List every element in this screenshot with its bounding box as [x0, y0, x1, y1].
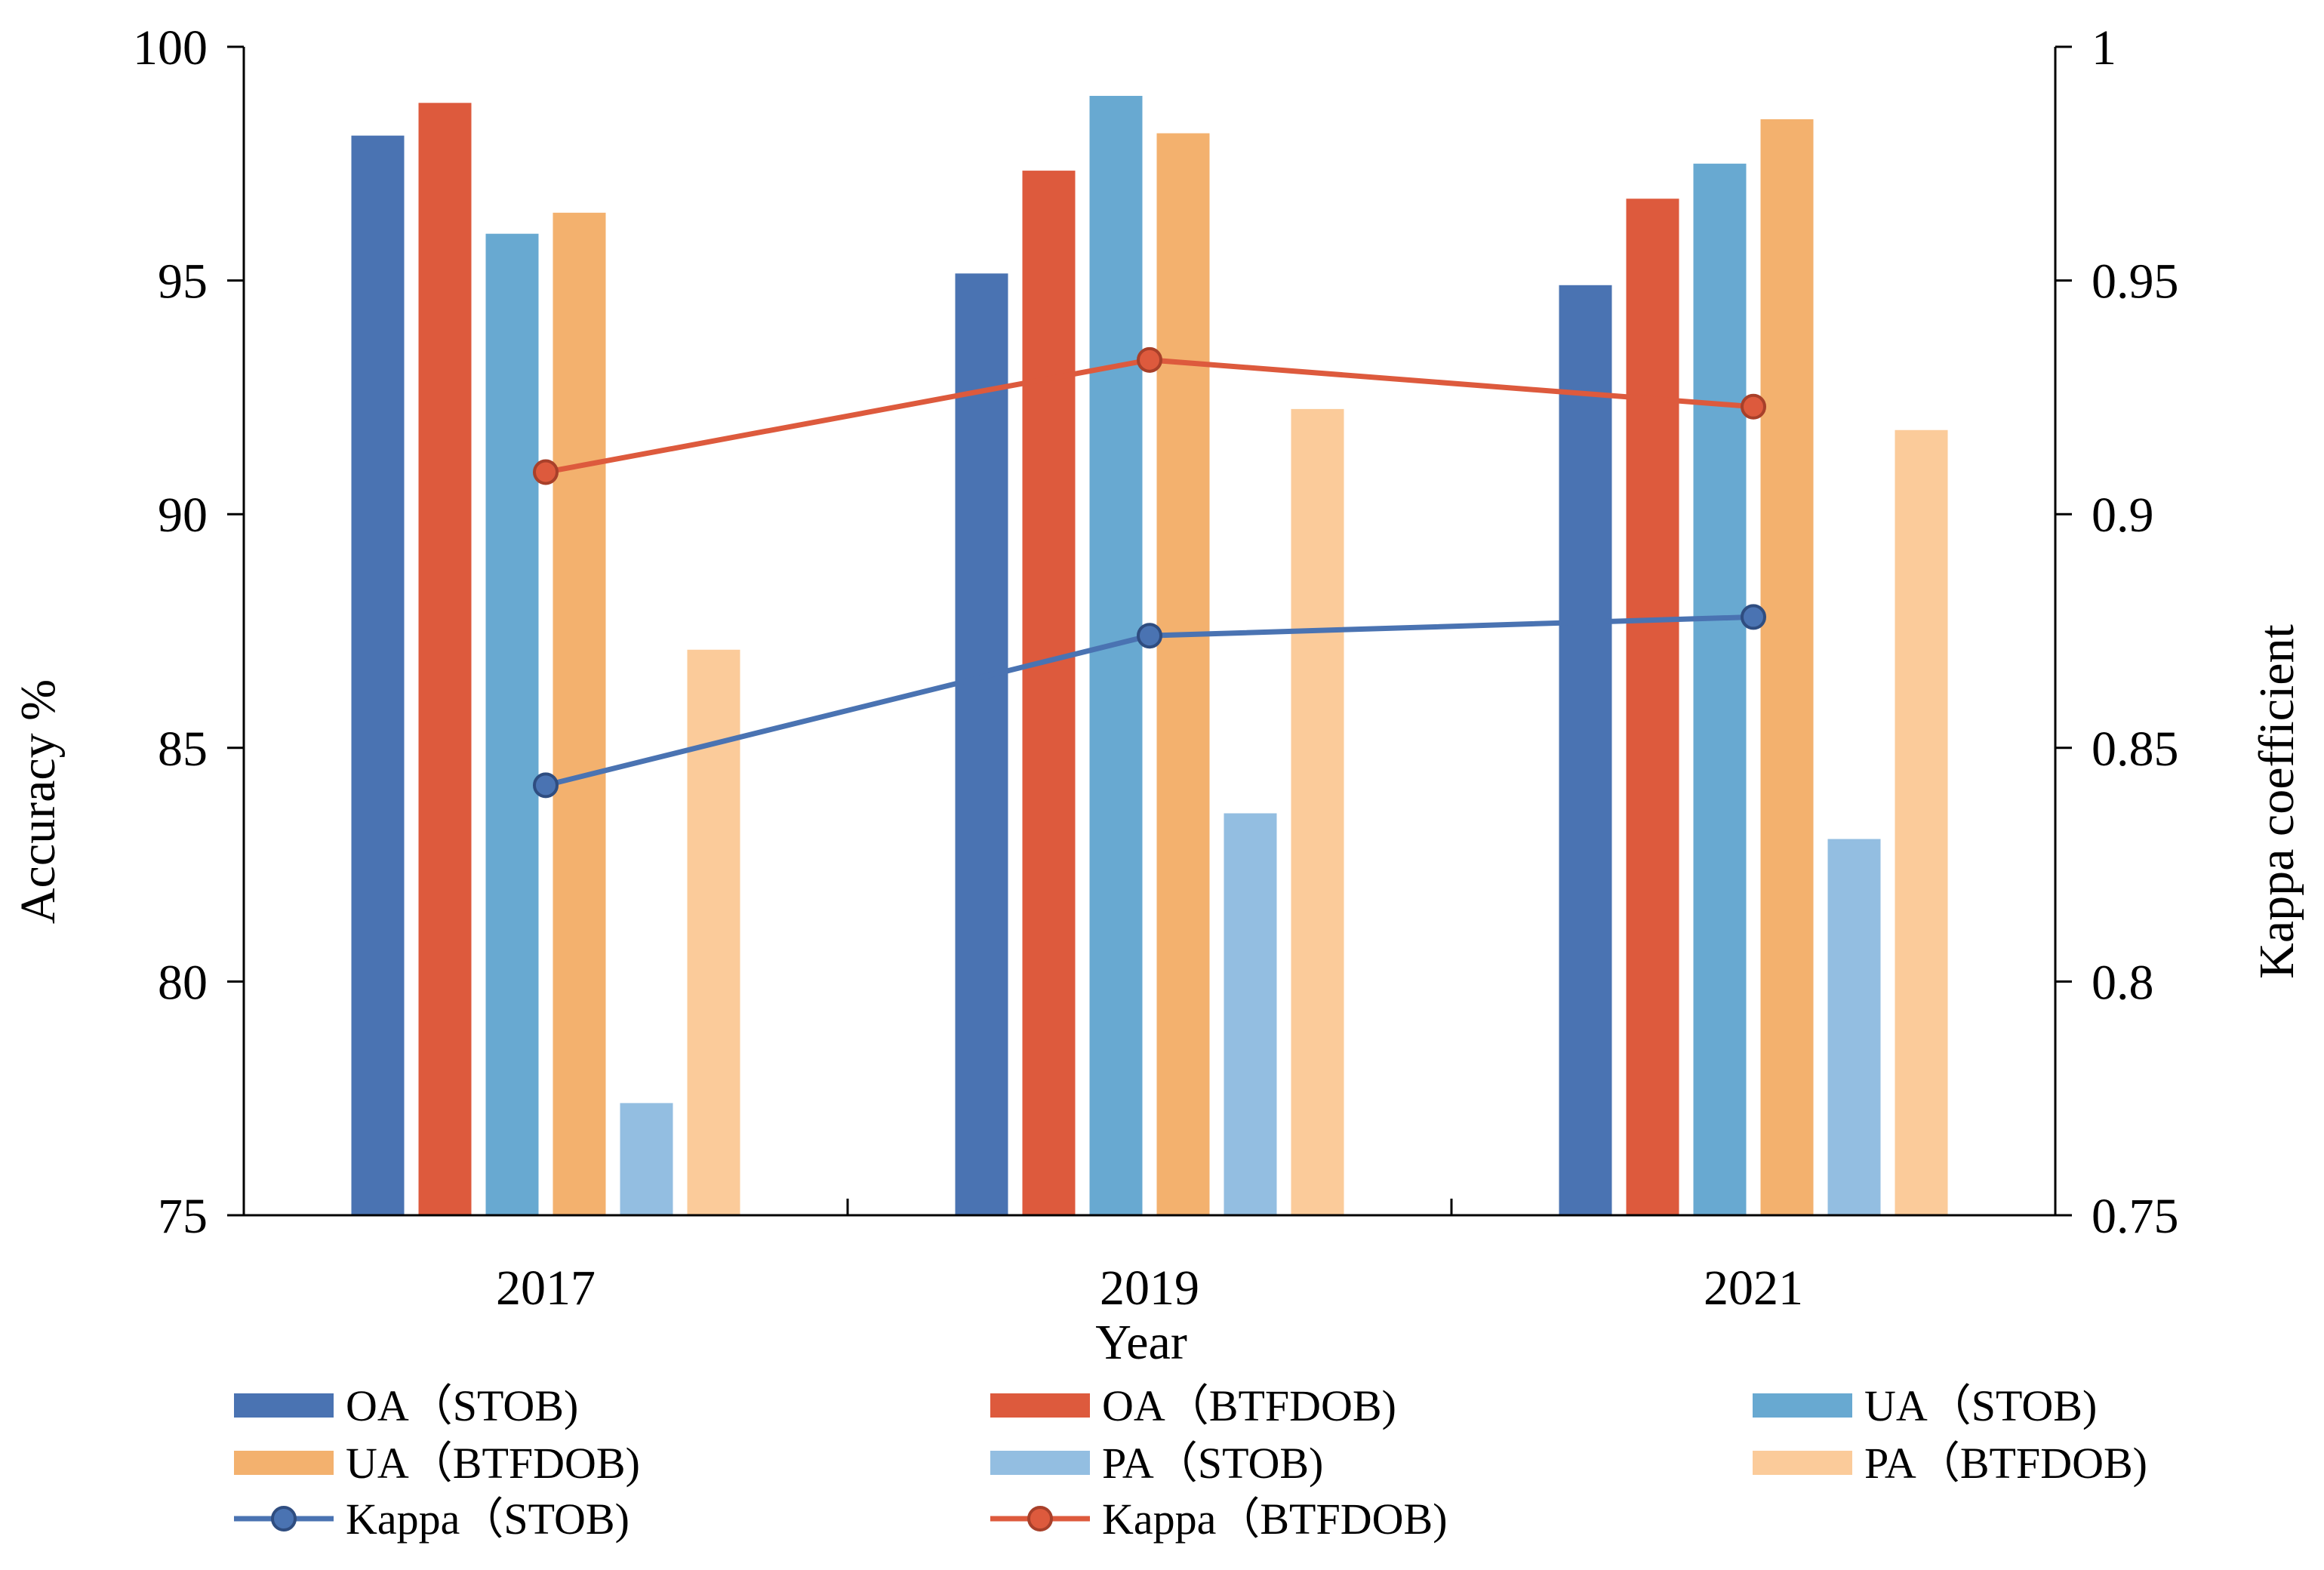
legend-label: Kappa（STOB) [346, 1495, 629, 1544]
bar-pabtfdob-2017 [687, 649, 740, 1215]
legend-marker [271, 1506, 297, 1532]
legend-item: UA（BTFDOB) [234, 1439, 640, 1488]
legend-swatch [990, 1451, 1090, 1475]
bar-uastob-2019 [1089, 96, 1143, 1216]
y-tick-label: 90 [158, 488, 208, 543]
bar-pastob-2017 [620, 1103, 673, 1215]
bar-oastob-2017 [351, 135, 405, 1216]
legend-label: OA（BTFDOB) [1102, 1381, 1396, 1430]
legend-swatch [1753, 1451, 1852, 1475]
legend-item: OA（BTFDOB) [990, 1381, 1396, 1430]
legend-label: OA（STOB) [346, 1381, 578, 1430]
legend-label: PA（STOB) [1102, 1439, 1323, 1488]
y-tick-label: 100 [133, 20, 208, 75]
y2-tick-label: 0.8 [2092, 955, 2154, 1010]
marker-kappabtfdob-2019 [1137, 346, 1162, 373]
x-tick-label: 2017 [496, 1261, 596, 1316]
bar-pabtfdob-2019 [1291, 408, 1344, 1215]
y2-tick-label: 0.75 [2092, 1189, 2179, 1244]
axes: 75 80 85 90 95 100 0.75 0.8 0.85 0.9 0.95 1 2017 2019… [133, 20, 2179, 1316]
bar-uabtfdob-2019 [1156, 133, 1210, 1215]
bar-oabtfdob-2017 [418, 103, 472, 1216]
x-axis-title: Year [1095, 1315, 1187, 1370]
bar-uabtfdob-2021 [1760, 119, 1814, 1216]
x-tick-label: 2021 [1704, 1261, 1803, 1316]
legend-label: Kappa（BTFDOB) [1102, 1495, 1448, 1544]
y-tick-label: 75 [158, 1189, 208, 1244]
legend-marker [1027, 1506, 1053, 1532]
legend: OA（STOB) OA（BTFDOB) UA（STOB) UA（BTFDOB) PA（S… [234, 1381, 2147, 1544]
marker-kappastob-2021 [1741, 604, 1766, 630]
y2-tick-label: 0.85 [2092, 722, 2179, 777]
bar-oastob-2021 [1559, 285, 1612, 1215]
legend-item: Kappa（BTFDOB) [990, 1495, 1448, 1544]
bar-uastob-2021 [1693, 163, 1747, 1215]
y2-tick-label: 1 [2092, 20, 2116, 75]
legend-label: PA（BTFDOB) [1864, 1439, 2147, 1488]
legend-swatch [234, 1393, 334, 1418]
bar-oabtfdob-2019 [1022, 171, 1076, 1215]
plot-area [351, 96, 1948, 1216]
y-tick-label: 80 [158, 955, 208, 1010]
legend-item: Kappa（STOB) [234, 1495, 629, 1544]
y-tick-label: 95 [158, 254, 208, 309]
legend-item: UA（STOB) [1753, 1381, 2097, 1430]
y2-tick-label: 0.9 [2092, 488, 2154, 543]
marker-kappabtfdob-2021 [1741, 393, 1766, 420]
legend-label: UA（STOB) [1864, 1381, 2097, 1430]
bar-uabtfdob-2017 [553, 212, 606, 1215]
bar-uastob-2017 [485, 233, 539, 1216]
legend-swatch [234, 1451, 334, 1475]
legend-item: PA（BTFDOB) [1753, 1439, 2147, 1488]
legend-item: OA（STOB) [234, 1381, 578, 1430]
bar-pastob-2019 [1224, 813, 1277, 1215]
legend-label: UA（BTFDOB) [346, 1439, 640, 1488]
bar-oabtfdob-2021 [1626, 199, 1679, 1215]
marker-kappabtfdob-2017 [533, 459, 559, 485]
bar-oastob-2019 [955, 273, 1008, 1215]
y-tick-label: 85 [158, 722, 208, 777]
marker-kappastob-2019 [1137, 623, 1162, 649]
bar-pabtfdob-2021 [1895, 429, 1948, 1215]
legend-swatch [990, 1393, 1090, 1418]
legend-swatch [1753, 1393, 1852, 1418]
x-tick-label: 2019 [1100, 1261, 1199, 1316]
y2-tick-label: 0.95 [2092, 254, 2179, 309]
y-axis-title: Accuracy % [11, 679, 66, 924]
bar-pastob-2021 [1827, 839, 1881, 1215]
legend-item: PA（STOB) [990, 1439, 1323, 1488]
marker-kappastob-2017 [533, 772, 559, 799]
y2-axis-title: Kappa coefficient [2249, 624, 2304, 979]
